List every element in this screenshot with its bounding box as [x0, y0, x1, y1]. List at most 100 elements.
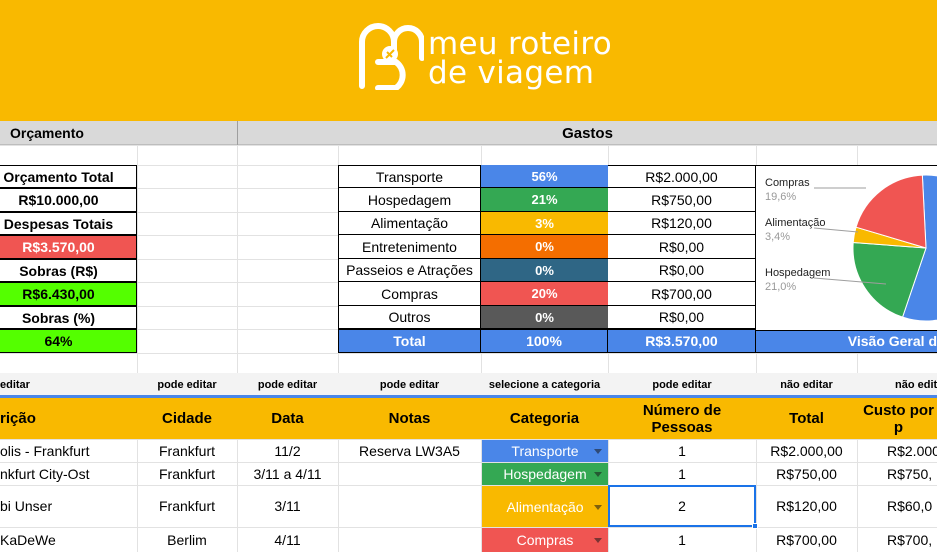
- budget-value: R$3.570,00: [0, 235, 137, 259]
- budget-value: 64%: [0, 329, 137, 353]
- hints-band: [0, 373, 937, 397]
- table-cell-per[interactable]: R$750,: [887, 465, 933, 482]
- category-amount: R$0,00: [608, 259, 756, 282]
- chart-leader-line: [813, 227, 859, 233]
- table-cell-total[interactable]: R$2.000,00: [770, 442, 843, 459]
- table-cell-per[interactable]: R$700,: [887, 531, 933, 548]
- pie-slice-hospedagem[interactable]: [852, 241, 927, 318]
- table-column-header: Notas: [388, 410, 431, 427]
- grid-row-line: [0, 527, 937, 528]
- expenses-section-title: Gastos: [562, 124, 613, 142]
- category-percent: 0%: [481, 259, 608, 282]
- table-cell-people[interactable]: 1: [678, 465, 686, 482]
- category-dropdown[interactable]: Transporte: [482, 440, 608, 462]
- category-amount: R$750,00: [608, 188, 756, 212]
- table-cell-notes[interactable]: Reserva LW3A5: [359, 442, 460, 459]
- category-amount: R$0,00: [608, 235, 756, 259]
- total-amount: R$3.570,00: [608, 329, 756, 353]
- table-cell-city[interactable]: Frankfurt: [158, 465, 215, 482]
- total-pct: 100%: [481, 329, 608, 353]
- table-cell-total[interactable]: R$700,00: [776, 531, 837, 548]
- category-name: Transporte: [338, 165, 481, 188]
- table-column-header: Número de Pessoas: [642, 401, 722, 436]
- edit-hint: selecione a categoria: [488, 379, 601, 391]
- category-percent: 0%: [481, 306, 608, 329]
- grid-row-line: [0, 353, 937, 354]
- category-percent: 3%: [481, 212, 608, 235]
- table-column-header: Data: [271, 410, 304, 427]
- chart-pct-alimentacao: 3,4%: [765, 231, 791, 243]
- edit-hint: pode editar: [257, 379, 318, 391]
- table-cell-desc[interactable]: KaDeWe: [0, 531, 56, 548]
- header-banner: meu roteiro de viagem: [0, 0, 937, 121]
- table-cell-desc[interactable]: nkfurt City-Ost: [0, 465, 90, 482]
- category-dropdown[interactable]: Alimentação: [482, 486, 608, 527]
- fill-handle[interactable]: [752, 523, 758, 529]
- table-cell-desc[interactable]: olis - Frankfurt: [0, 442, 90, 459]
- table-cell-date[interactable]: 3/11 a 4/11: [253, 465, 322, 482]
- budget-value: R$6.430,00: [0, 282, 137, 306]
- pie-slice-compras[interactable]: [855, 174, 927, 249]
- category-dropdown[interactable]: Compras: [482, 528, 608, 552]
- chart-label-compras: Compras: [765, 177, 810, 189]
- table-cell-per[interactable]: R$2.000: [887, 442, 937, 459]
- edit-hint: pode editar: [379, 379, 440, 391]
- table-column-header: Cidade: [161, 410, 212, 427]
- edit-hint: não editar: [780, 379, 833, 391]
- table-cell-notes[interactable]: [338, 462, 481, 485]
- table-cell-date[interactable]: 11/2: [274, 442, 301, 459]
- edit-hint: pode editar: [652, 379, 712, 391]
- table-header-row: [0, 398, 937, 439]
- table-cell-desc[interactable]: bi Unser: [0, 498, 53, 514]
- category-dropdown-label: Transporte: [511, 443, 579, 459]
- category-percent: 56%: [481, 165, 608, 188]
- table-cell-notes[interactable]: [338, 485, 481, 527]
- table-column-header: Categoria: [509, 410, 580, 427]
- edit-hint: pode editar: [157, 379, 217, 391]
- category-name: Outros: [338, 306, 481, 329]
- table-cell-date[interactable]: 4/11: [274, 531, 301, 548]
- grid-row-line: [0, 145, 937, 146]
- table-cell-people[interactable]: 2: [678, 498, 686, 514]
- category-name: Compras: [338, 282, 481, 306]
- table-cell-total[interactable]: R$750,00: [776, 465, 837, 482]
- pie-chart[interactable]: Compras 19,6% Alimentação 3,4% Hospedage…: [755, 165, 937, 331]
- table-column-header: Total: [789, 410, 824, 427]
- chevron-down-icon: [594, 449, 602, 454]
- logo-icon: [359, 23, 424, 90]
- grid-row-line: [0, 462, 937, 463]
- chart-label-alimentacao: Alimentação: [765, 217, 826, 229]
- budget-value: R$10.000,00: [0, 188, 137, 212]
- table-cell-total[interactable]: R$120,00: [776, 498, 837, 514]
- category-amount: R$2.000,00: [608, 165, 756, 188]
- category-amount: R$0,00: [608, 306, 756, 329]
- category-percent: 21%: [481, 188, 608, 212]
- category-name: Entretenimento: [338, 235, 481, 259]
- grid-row-line: [0, 485, 937, 486]
- section-header-band: [0, 121, 937, 145]
- category-dropdown-label: Hospedagem: [503, 466, 587, 482]
- chart-pct-hospedagem: 21,0%: [765, 281, 797, 293]
- budget-section-title: Orçamento: [10, 125, 84, 141]
- grid-col-line: [237, 145, 238, 552]
- grid-row-line: [0, 439, 937, 440]
- table-cell-per[interactable]: R$60,0: [887, 498, 933, 514]
- spreadsheet[interactable]: Orçamento Gastos Orçamento Total R$10.000…: [0, 121, 937, 552]
- table-cell-people[interactable]: 1: [678, 531, 686, 548]
- table-cell-notes[interactable]: [338, 527, 481, 552]
- selected-cell-highlight: [608, 485, 756, 527]
- table-cell-city[interactable]: Berlim: [167, 531, 207, 548]
- table-cell-city[interactable]: Frankfurt: [158, 498, 215, 514]
- chevron-down-icon: [594, 472, 602, 477]
- category-percent: 20%: [481, 282, 608, 306]
- table-column-header: Custo por p: [863, 401, 934, 436]
- table-cell-city[interactable]: Frankfurt: [158, 442, 215, 459]
- pie-slice-transporte[interactable]: [901, 174, 937, 322]
- table-cell-people[interactable]: 1: [678, 442, 686, 459]
- table-column-header: rição: [0, 410, 36, 427]
- budget-label: Despesas Totais: [0, 212, 137, 235]
- category-dropdown[interactable]: Hospedagem: [482, 463, 608, 485]
- table-cell-date[interactable]: 3/11: [274, 498, 301, 514]
- chevron-down-icon: [594, 504, 602, 510]
- grid-col-line: [137, 145, 138, 552]
